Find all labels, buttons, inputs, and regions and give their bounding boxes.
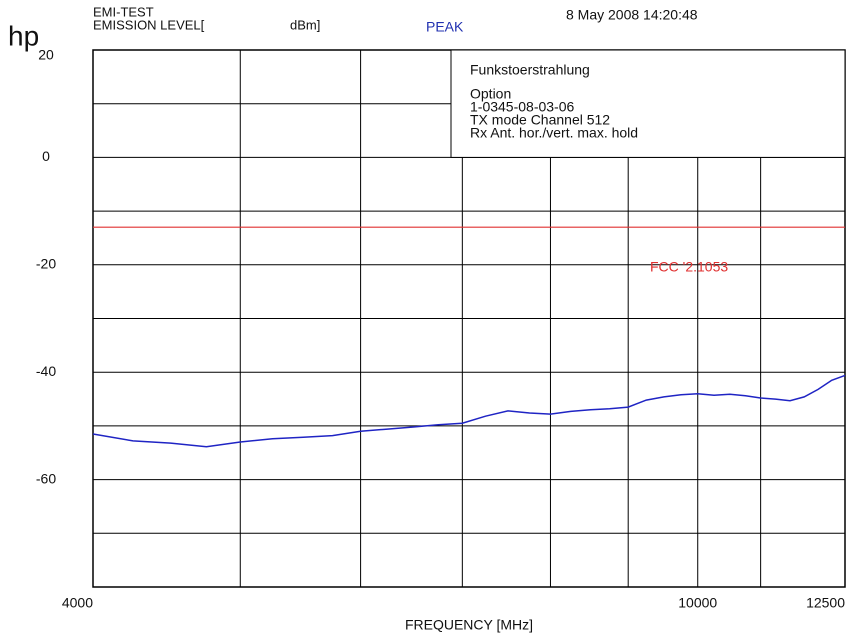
legend-text: TX mode Channel 512 bbox=[470, 112, 610, 128]
x-tick-label: 12500 bbox=[806, 595, 845, 611]
y-tick-label: 0 bbox=[42, 148, 50, 164]
legend-text: 1-0345-08-03-06 bbox=[470, 99, 575, 115]
legend-text: Funkstoerstrahlung bbox=[470, 62, 590, 78]
y-tick-label: -20 bbox=[36, 256, 56, 272]
x-tick-label: 10000 bbox=[678, 595, 717, 611]
y-tick-label: -40 bbox=[36, 363, 56, 379]
x-axis-label: FREQUENCY [MHz] bbox=[405, 617, 533, 633]
y-tick-label: -60 bbox=[36, 470, 56, 486]
legend-text: Option bbox=[470, 86, 511, 102]
timestamp: 8 May 2008 14:20:48 bbox=[566, 7, 698, 23]
x-tick-label: 4000 bbox=[62, 595, 93, 611]
legend-text: Rx Ant. hor./vert. max. hold bbox=[470, 125, 638, 141]
trace bbox=[92, 374, 846, 448]
logo: hp bbox=[8, 20, 39, 51]
title-line: EMISSION LEVEL[ bbox=[93, 17, 205, 32]
detector: PEAK bbox=[426, 19, 464, 35]
title-line: EMI-TEST bbox=[93, 4, 154, 19]
unit: dBm] bbox=[290, 17, 320, 32]
legend-box bbox=[450, 49, 846, 158]
limit-label: FCC '2.1053 bbox=[650, 259, 728, 275]
y-tick-label: 20 bbox=[38, 47, 54, 63]
